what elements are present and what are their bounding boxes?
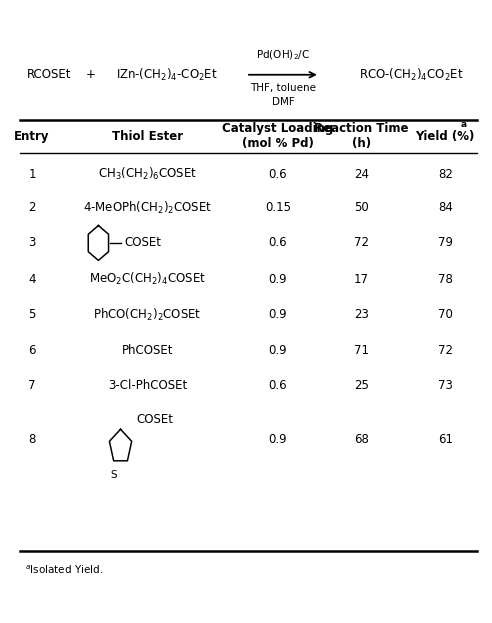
Text: COSEt: COSEt bbox=[136, 413, 173, 426]
Text: 79: 79 bbox=[438, 237, 453, 249]
Text: 23: 23 bbox=[354, 308, 369, 321]
Text: 4: 4 bbox=[28, 273, 36, 285]
Text: 73: 73 bbox=[438, 379, 453, 392]
Text: Catalyst Loading: Catalyst Loading bbox=[222, 122, 334, 135]
Text: 72: 72 bbox=[354, 237, 369, 249]
Text: 78: 78 bbox=[438, 273, 453, 285]
Text: 68: 68 bbox=[354, 433, 369, 445]
Text: DMF: DMF bbox=[272, 97, 294, 107]
Text: CH$_3$(CH$_2$)$_6$COSEt: CH$_3$(CH$_2$)$_6$COSEt bbox=[98, 166, 197, 183]
Text: THF, toluene: THF, toluene bbox=[250, 83, 316, 93]
Text: Yield (%): Yield (%) bbox=[416, 130, 475, 143]
Text: 4-MeOPh(CH$_2$)$_2$COSEt: 4-MeOPh(CH$_2$)$_2$COSEt bbox=[83, 199, 212, 216]
Text: 8: 8 bbox=[29, 433, 35, 445]
Text: Pd(OH)$_2$/C: Pd(OH)$_2$/C bbox=[256, 48, 310, 62]
Text: IZn-(CH$_2$)$_4$-CO$_2$Et: IZn-(CH$_2$)$_4$-CO$_2$Et bbox=[117, 67, 218, 83]
Text: 82: 82 bbox=[438, 168, 453, 181]
Text: 71: 71 bbox=[354, 344, 369, 356]
Text: 3-Cl-PhCOSEt: 3-Cl-PhCOSEt bbox=[108, 379, 187, 392]
Text: RCO-(CH$_2$)$_4$CO$_2$Et: RCO-(CH$_2$)$_4$CO$_2$Et bbox=[359, 67, 463, 83]
Text: RCOSEt: RCOSEt bbox=[27, 69, 71, 81]
Text: 0.9: 0.9 bbox=[269, 273, 287, 285]
Text: MeO$_2$C(CH$_2$)$_4$COSEt: MeO$_2$C(CH$_2$)$_4$COSEt bbox=[89, 271, 206, 287]
Text: 50: 50 bbox=[354, 201, 369, 214]
Text: (mol % Pd): (mol % Pd) bbox=[242, 137, 314, 150]
Text: 1: 1 bbox=[28, 168, 36, 181]
Text: (h): (h) bbox=[352, 137, 371, 150]
Text: 0.6: 0.6 bbox=[269, 379, 287, 392]
Text: 2: 2 bbox=[28, 201, 36, 214]
Text: Entry: Entry bbox=[14, 130, 50, 143]
Text: 72: 72 bbox=[438, 344, 453, 356]
Text: 0.9: 0.9 bbox=[269, 433, 287, 445]
Text: +: + bbox=[86, 69, 96, 81]
Text: 24: 24 bbox=[354, 168, 369, 181]
Text: Reaction Time: Reaction Time bbox=[314, 122, 409, 135]
Text: PhCO(CH$_2$)$_2$COSEt: PhCO(CH$_2$)$_2$COSEt bbox=[93, 307, 202, 323]
Text: 0.15: 0.15 bbox=[265, 201, 291, 214]
Text: 3: 3 bbox=[29, 237, 35, 249]
Text: 0.6: 0.6 bbox=[269, 237, 287, 249]
Text: 17: 17 bbox=[354, 273, 369, 285]
Text: $^a$Isolated Yield.: $^a$Isolated Yield. bbox=[25, 564, 103, 576]
Text: COSEt: COSEt bbox=[124, 237, 161, 249]
Text: PhCOSEt: PhCOSEt bbox=[122, 344, 173, 356]
Text: S: S bbox=[110, 470, 117, 480]
Text: 0.6: 0.6 bbox=[269, 168, 287, 181]
Text: 0.9: 0.9 bbox=[269, 308, 287, 321]
Text: 25: 25 bbox=[354, 379, 369, 392]
Text: 61: 61 bbox=[438, 433, 453, 445]
Text: 70: 70 bbox=[438, 308, 453, 321]
Text: a: a bbox=[461, 120, 467, 130]
Text: 84: 84 bbox=[438, 201, 453, 214]
Text: Thiol Ester: Thiol Ester bbox=[112, 130, 183, 143]
Text: 5: 5 bbox=[29, 308, 35, 321]
Text: 0.9: 0.9 bbox=[269, 344, 287, 356]
Text: 7: 7 bbox=[28, 379, 36, 392]
Text: 6: 6 bbox=[28, 344, 36, 356]
